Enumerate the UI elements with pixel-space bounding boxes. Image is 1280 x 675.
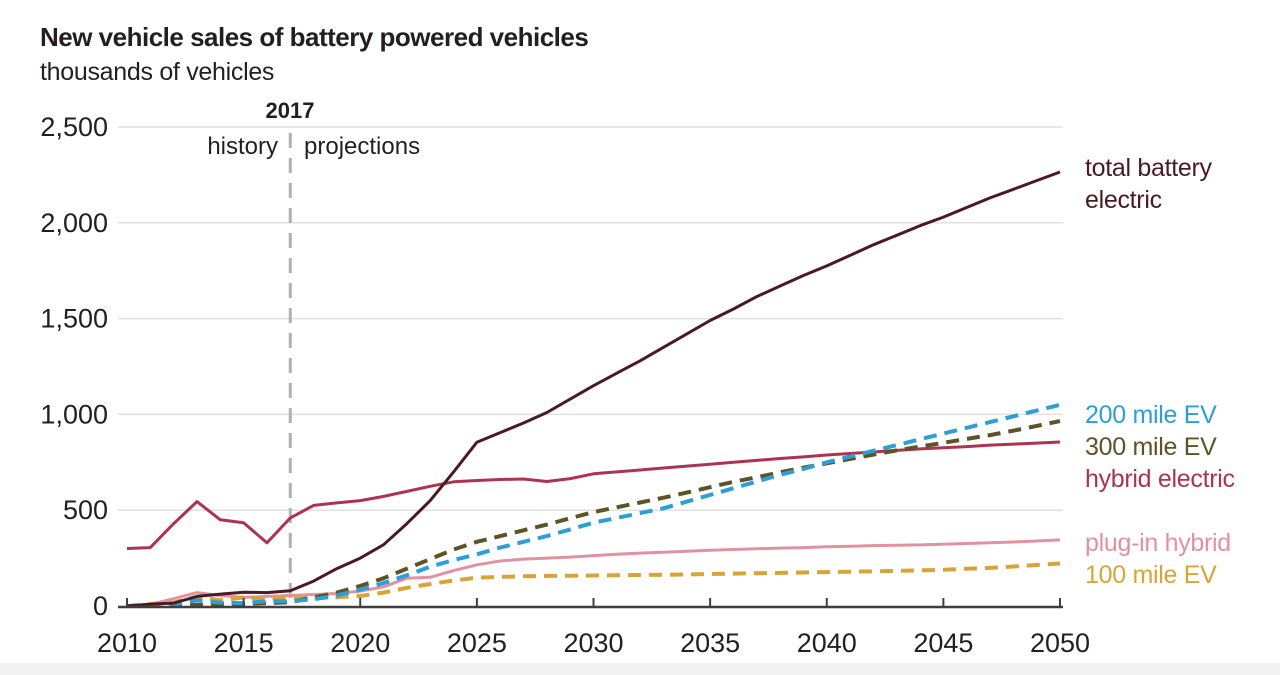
divider-year-label: 2017 (265, 98, 315, 123)
y-axis-tick-label: 2,500 (40, 112, 108, 142)
legend-label-plug-in-hybrid: plug-in hybrid (1085, 529, 1231, 557)
bottom-divider (0, 663, 1280, 675)
y-axis-tick-label: 1,500 (40, 304, 108, 334)
x-axis-tick-label: 2020 (330, 628, 390, 658)
projections-label: projections (304, 133, 421, 160)
legend-label-200-mile-ev: 200 mile EV (1085, 401, 1217, 429)
legend-label-total-battery-electric: total battery electric (1085, 154, 1212, 214)
x-axis-tick-label: 2030 (563, 628, 623, 658)
history-label: history (207, 133, 278, 160)
y-axis-tick-label: 0 (93, 591, 108, 621)
chart-title: New vehicle sales of battery powered veh… (40, 22, 589, 52)
series-line-total-battery-electric (126, 170, 1061, 608)
series-line-200-mile-ev (126, 402, 1061, 608)
x-axis-tick-label: 2010 (97, 628, 157, 658)
y-axis-tick-label: 2,000 (40, 208, 108, 238)
x-axis-tick-label: 2050 (1030, 628, 1090, 658)
legend-label-100-mile-ev: 100 mile EV (1085, 561, 1217, 589)
x-axis-tick-label: 2025 (447, 628, 507, 658)
chart-subtitle: thousands of vehicles (40, 58, 275, 86)
series-line-hybrid-electric (126, 440, 1061, 550)
legend-label-300-mile-ev: 300 mile EV (1085, 433, 1217, 461)
x-axis-tick-label: 2040 (797, 628, 857, 658)
y-axis-tick-label: 500 (63, 495, 108, 525)
series-line-plug-in-hybrid (126, 538, 1061, 608)
legend-label-hybrid-electric: hybrid electric (1085, 465, 1235, 493)
x-axis-tick-label: 2015 (214, 628, 274, 658)
series-line-100-mile-ev (126, 561, 1061, 608)
x-axis-tick-label: 2035 (680, 628, 740, 658)
x-axis-tick-label: 2045 (913, 628, 973, 658)
y-axis-tick-label: 1,000 (40, 399, 108, 429)
